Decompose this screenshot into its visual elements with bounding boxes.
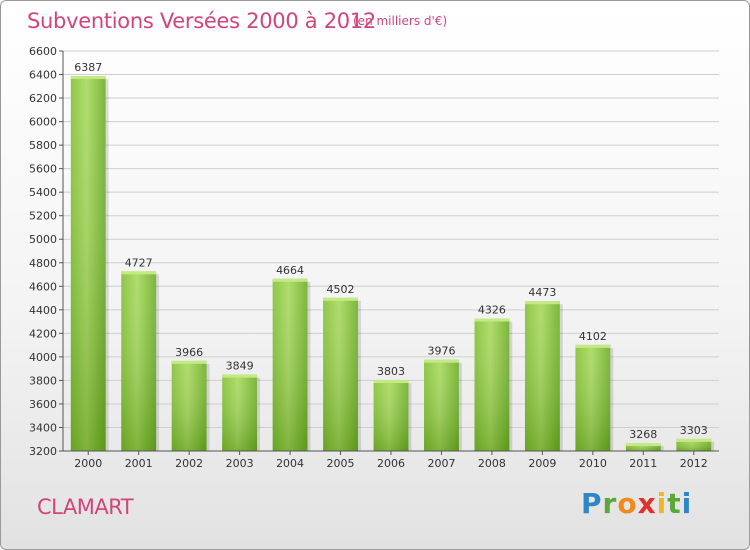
y-tick-label: 3200 (29, 445, 57, 458)
bar (121, 271, 160, 451)
y-tick-label: 6400 (29, 69, 57, 82)
y-tick-label: 3600 (29, 398, 57, 411)
x-tick-label: 2010 (579, 457, 607, 470)
bar (323, 297, 361, 451)
y-tick-label: 3400 (29, 421, 57, 434)
x-tick-label: 2008 (478, 457, 506, 470)
y-tick-label: 4400 (29, 304, 57, 317)
x-tick-label: 2007 (427, 457, 455, 470)
commune-name: CLAMART (37, 495, 134, 519)
y-axis: 3200 3400 3600 3800 4000 4200 4400 4600 4800 5000… (29, 45, 64, 458)
y-tick-label: 5600 (29, 163, 57, 176)
bar (676, 438, 715, 451)
bar (70, 76, 109, 451)
bar-value-label: 4326 (478, 304, 506, 317)
x-tick-label: 2003 (226, 457, 254, 470)
unit-note: (en milliers d'€) (353, 14, 448, 28)
y-tick-label: 5400 (29, 186, 57, 199)
data-labels: 6387 4727 3966 3849 4664 4502 3803 3976 4326 4473… (74, 61, 708, 441)
x-tick-label: 2012 (680, 457, 708, 470)
bar-value-label: 4473 (528, 286, 556, 299)
x-tick-label: 2009 (528, 457, 556, 470)
bar (575, 344, 614, 451)
y-tick-label: 3800 (29, 374, 57, 387)
y-tick-label: 6600 (29, 45, 57, 58)
bar (424, 359, 462, 451)
bar-value-label: 3849 (226, 360, 254, 373)
bar-value-label: 4102 (579, 330, 607, 343)
proxiti-logo: Proxiti (581, 487, 693, 520)
x-tick-label: 2002 (175, 457, 203, 470)
bar (171, 360, 210, 451)
bar-value-label: 6387 (74, 61, 102, 74)
x-tick-label: 2001 (125, 457, 153, 470)
bar (272, 278, 311, 451)
y-tick-label: 5800 (29, 139, 57, 152)
y-tick-label: 6200 (29, 92, 57, 105)
bar-value-label: 4664 (276, 264, 304, 277)
x-tick-label: 2004 (276, 457, 304, 470)
x-tick-label: 2000 (74, 457, 102, 470)
x-axis: 2000 2001 2002 2003 2004 2005 2006 2007 2008 2009… (63, 450, 719, 470)
bar-value-label: 3268 (629, 428, 657, 441)
bar-value-label: 3303 (680, 424, 708, 437)
bar-value-label: 3976 (427, 345, 455, 358)
bar (222, 374, 261, 451)
bar (373, 380, 412, 451)
y-tick-label: 4600 (29, 280, 57, 293)
x-tick-label: 2005 (327, 457, 355, 470)
bar-value-label: 4502 (327, 283, 355, 296)
bar-value-label: 3966 (175, 346, 203, 359)
bar (474, 318, 513, 451)
y-tick-label: 5000 (29, 233, 57, 246)
bar-value-label: 3803 (377, 365, 405, 378)
bar-value-label: 4727 (125, 256, 153, 269)
bar (524, 301, 563, 451)
bars (70, 76, 715, 451)
x-tick-label: 2011 (629, 457, 657, 470)
bar (625, 443, 664, 451)
y-tick-label: 4200 (29, 327, 57, 340)
y-tick-label: 5200 (29, 210, 57, 223)
y-tick-label: 6000 (29, 116, 57, 129)
x-tick-label: 2006 (377, 457, 405, 470)
chart-title: Subventions Versées 2000 à 2012 (27, 9, 376, 33)
y-tick-label: 4800 (29, 257, 57, 270)
y-tick-label: 4000 (29, 351, 57, 364)
